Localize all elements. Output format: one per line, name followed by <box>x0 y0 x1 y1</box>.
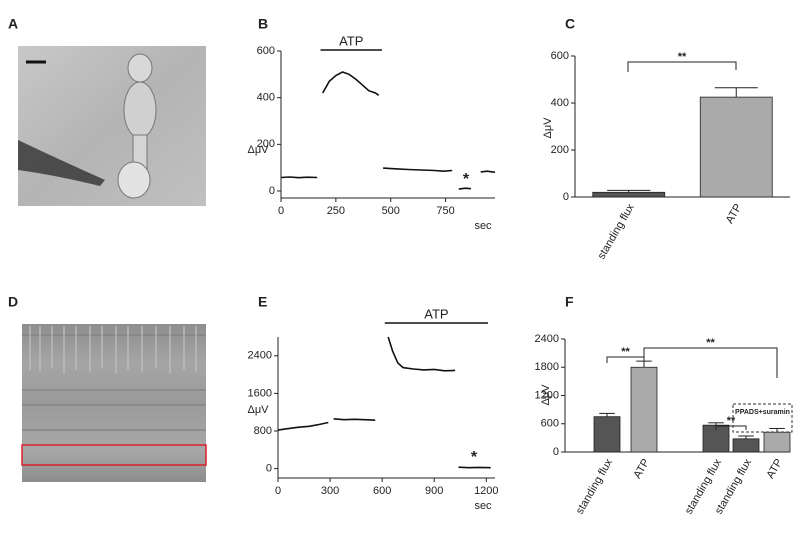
x-tick-label: ATP <box>724 202 745 226</box>
y-tick-label: 0 <box>553 446 559 458</box>
micrograph-d <box>21 324 207 482</box>
trace <box>280 71 496 190</box>
y-tick-label: 2400 <box>248 350 272 362</box>
panel-label: B <box>258 16 268 32</box>
marker: * <box>463 171 470 188</box>
y-tick-label: 200 <box>257 138 275 150</box>
bar <box>592 191 666 198</box>
marker: * <box>471 449 478 466</box>
bar <box>763 431 791 453</box>
x-axis-label: sec <box>474 500 492 512</box>
x-tick-label: 750 <box>436 205 454 217</box>
x-tick-label: 900 <box>425 485 443 497</box>
y-tick-label: 1800 <box>535 361 559 373</box>
y-tick-label: 200 <box>551 144 569 156</box>
y-tick-label: 0 <box>563 191 569 203</box>
significance-label: ** <box>727 415 736 427</box>
significance-bracket <box>627 61 737 72</box>
y-tick-label: 400 <box>551 97 569 109</box>
x-tick-label: 500 <box>382 205 400 217</box>
panel-label: D <box>8 294 18 310</box>
y-tick-label: 400 <box>257 92 275 104</box>
y-tick-label: 0 <box>266 463 272 475</box>
y-axis-label: ΔμV <box>542 117 554 139</box>
y-axis-label: ΔμV <box>247 404 269 416</box>
x-tick-label: 250 <box>327 205 345 217</box>
x-tick-label: standing flux <box>574 457 616 517</box>
significance-bracket <box>715 425 747 430</box>
trace <box>277 336 491 469</box>
y-tick-label: 1600 <box>248 387 272 399</box>
panel-label: A <box>8 16 18 32</box>
significance-label: ** <box>678 51 687 63</box>
bar <box>699 96 773 198</box>
x-tick-label: standing flux <box>596 202 638 262</box>
x-axis-label: sec <box>474 220 492 232</box>
bar <box>593 416 621 453</box>
panel-label: C <box>565 16 575 32</box>
y-tick-label: 600 <box>551 50 569 62</box>
x-tick-label: 0 <box>275 485 281 497</box>
y-axis-label: ΔμV <box>247 144 269 156</box>
micrograph-a <box>18 46 206 206</box>
y-tick-label: 1200 <box>535 389 559 401</box>
y-tick-label: 0 <box>269 185 275 197</box>
y-tick-label: 600 <box>541 418 559 430</box>
treatment-label: PPADS+suramin <box>735 409 790 416</box>
x-tick-label: ATP <box>631 457 652 481</box>
x-tick-label: 1200 <box>474 485 498 497</box>
stimulus-label: ATP <box>339 33 363 48</box>
treatment-box <box>732 403 793 433</box>
x-tick-label: 300 <box>321 485 339 497</box>
y-tick-label: 2400 <box>535 333 559 345</box>
bar <box>732 438 760 453</box>
panel-label: E <box>258 294 267 310</box>
significance-label: ** <box>621 346 630 358</box>
significance-bracket <box>643 347 778 378</box>
significance-label: ** <box>706 337 715 349</box>
stimulus-label: ATP <box>424 306 448 321</box>
bar <box>630 366 658 453</box>
y-tick-label: 800 <box>254 425 272 437</box>
x-tick-label: 600 <box>373 485 391 497</box>
y-tick-label: 600 <box>257 45 275 57</box>
x-tick-label: ATP <box>764 457 785 481</box>
y-axis-label: ΔμV <box>540 384 552 406</box>
x-tick-label: 0 <box>278 205 284 217</box>
panel-label: F <box>565 294 574 310</box>
